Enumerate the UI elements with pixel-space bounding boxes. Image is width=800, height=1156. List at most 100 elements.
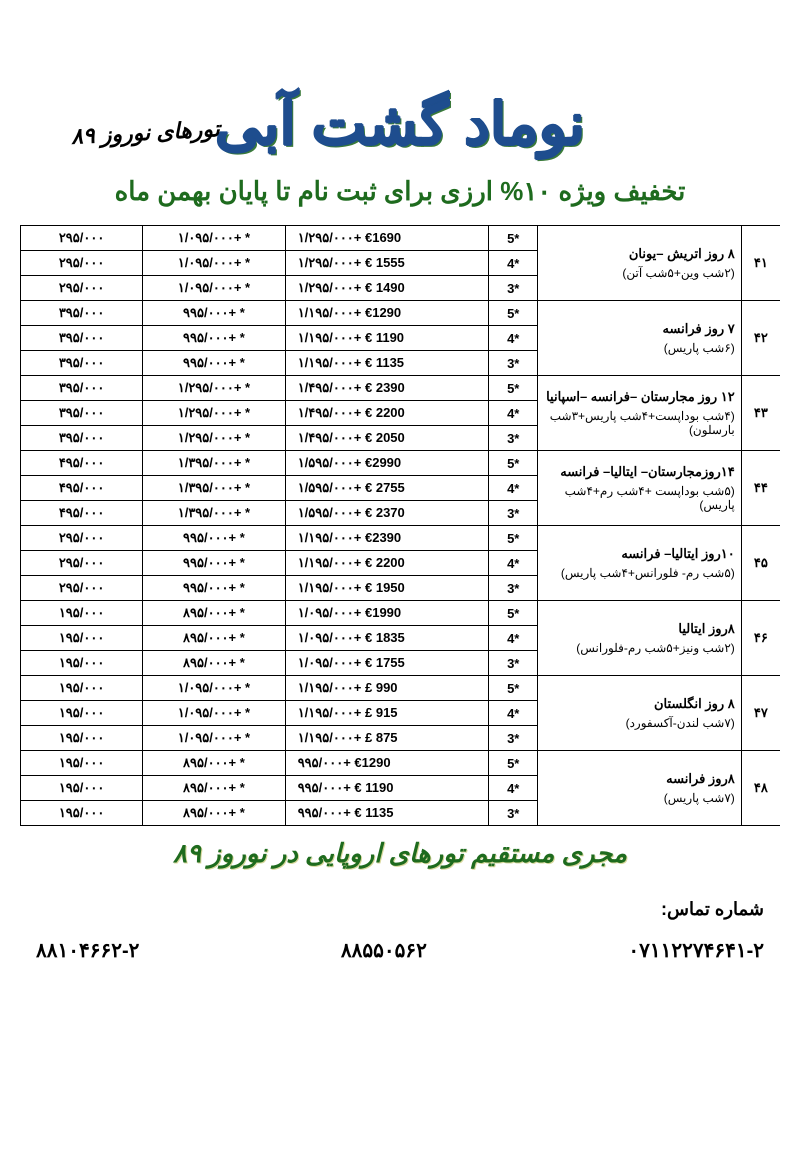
cell-rial: ۹۹۵/۰۰۰+ * <box>143 326 286 351</box>
cell-extra: ۳۹۵/۰۰۰ <box>21 351 143 376</box>
cell-rial: ۱/۰۹۵/۰۰۰+ * <box>143 226 286 251</box>
cell-star: 3* <box>489 351 538 376</box>
cell-extra: ۱۹۵/۰۰۰ <box>21 776 143 801</box>
cell-rial: ۹۹۵/۰۰۰+ * <box>143 551 286 576</box>
cell-star: 4* <box>489 701 538 726</box>
cell-index: ۴۵ <box>741 526 780 601</box>
table-row: ۱۹۵/۰۰۰۱/۰۹۵/۰۰۰+ *۱/۱۹۵/۰۰۰+ £ 9905*۸ ر… <box>21 676 781 701</box>
contact-label: شماره تماس: <box>0 899 764 920</box>
cell-tour-title: ۱۴روزمجارستان– ایتالیا– فرانسه (۵شب بوداپ… <box>538 451 742 526</box>
cell-index: ۴۷ <box>741 676 780 751</box>
tour-title: ۱۴روزمجارستان– ایتالیا– فرانسه <box>544 464 735 480</box>
cell-extra: ۳۹۵/۰۰۰ <box>21 401 143 426</box>
cell-star: 3* <box>489 576 538 601</box>
cell-star: 3* <box>489 726 538 751</box>
cell-rial: ۱/۰۹۵/۰۰۰+ * <box>143 701 286 726</box>
cell-star: 3* <box>489 801 538 826</box>
cell-rial: ۸۹۵/۰۰۰+ * <box>143 601 286 626</box>
cell-star: 5* <box>489 601 538 626</box>
tour-title: ۸روز ایتالیا <box>544 621 735 637</box>
cell-tour-title: ۸ روز انگلستان(۷شب لندن-آکسفورد) <box>538 676 742 751</box>
cell-rial: ۸۹۵/۰۰۰+ * <box>143 651 286 676</box>
cell-index: ۴۴ <box>741 451 780 526</box>
cell-star: 4* <box>489 326 538 351</box>
cell-index: ۴۱ <box>741 226 780 301</box>
table-row: ۲۹۵/۰۰۰۱/۰۹۵/۰۰۰+ *۱/۲۹۵/۰۰۰+ €16905*۸ ر… <box>21 226 781 251</box>
cell-extra: ۳۹۵/۰۰۰ <box>21 301 143 326</box>
cell-extra: ۲۹۵/۰۰۰ <box>21 576 143 601</box>
cell-euro: ۱/۴۹۵/۰۰۰+ € 2200 <box>285 401 489 426</box>
cell-euro: ۱/۱۹۵/۰۰۰+ € 1950 <box>285 576 489 601</box>
cell-extra: ۲۹۵/۰۰۰ <box>21 276 143 301</box>
tour-subtitle: (۵شب رم- فلورانس+۴شب پاریس) <box>544 566 735 580</box>
cell-star: 4* <box>489 626 538 651</box>
cell-euro: ۱/۱۹۵/۰۰۰+ £ 990 <box>285 676 489 701</box>
cell-star: 3* <box>489 651 538 676</box>
price-table: ۲۹۵/۰۰۰۱/۰۹۵/۰۰۰+ *۱/۲۹۵/۰۰۰+ €16905*۸ ر… <box>20 225 780 826</box>
cell-star: 4* <box>489 551 538 576</box>
cell-euro: ۱/۴۹۵/۰۰۰+ € 2050 <box>285 426 489 451</box>
cell-euro: ۱/۱۹۵/۰۰۰+ € 1190 <box>285 326 489 351</box>
cell-index: ۴۸ <box>741 751 780 826</box>
cell-tour-title: ۸روز فرانسه(۷شب پاریس) <box>538 751 742 826</box>
tour-subtitle: (۶شب پاریس) <box>544 341 735 355</box>
cell-star: 5* <box>489 751 538 776</box>
cell-star: 4* <box>489 251 538 276</box>
tour-subtitle: (۲شب ونیز+۵شب رم-فلورانس) <box>544 641 735 655</box>
table-row: ۱۹۵/۰۰۰۸۹۵/۰۰۰+ *۱/۰۹۵/۰۰۰+ €19905*۸روز … <box>21 601 781 626</box>
tour-subtitle: (۵شب بوداپست +۴شب رم+۴شب پاریس) <box>544 484 735 512</box>
cell-star: 5* <box>489 526 538 551</box>
cell-euro: ۱/۱۹۵/۰۰۰+ € 1135 <box>285 351 489 376</box>
cell-tour-title: ۸روز ایتالیا (۲شب ونیز+۵شب رم-فلورانس) <box>538 601 742 676</box>
cell-rial: ۹۹۵/۰۰۰+ * <box>143 301 286 326</box>
table-row: ۱۹۵/۰۰۰۸۹۵/۰۰۰+ *۹۹۵/۰۰۰+ €12905*۸روز فر… <box>21 751 781 776</box>
cell-euro: ۱/۲۹۵/۰۰۰+ € 1555 <box>285 251 489 276</box>
cell-rial: ۱/۳۹۵/۰۰۰+ * <box>143 501 286 526</box>
cell-star: 4* <box>489 476 538 501</box>
cell-euro: ۱/۱۹۵/۰۰۰+ £ 915 <box>285 701 489 726</box>
cell-star: 5* <box>489 226 538 251</box>
cell-euro: ۹۹۵/۰۰۰+ € 1190 <box>285 776 489 801</box>
tour-title: ۷ روز فرانسه <box>544 321 735 337</box>
cell-rial: ۱/۳۹۵/۰۰۰+ * <box>143 476 286 501</box>
cell-tour-title: ۱۲ روز مجارستان –فرانسه –اسپانیا(۴شب بود… <box>538 376 742 451</box>
cell-index: ۴۶ <box>741 601 780 676</box>
cell-euro: ۱/۵۹۵/۰۰۰+ € 2370 <box>285 501 489 526</box>
cell-rial: ۱/۲۹۵/۰۰۰+ * <box>143 401 286 426</box>
cell-star: 3* <box>489 276 538 301</box>
cell-tour-title: ۷ روز فرانسه (۶شب پاریس) <box>538 301 742 376</box>
cell-rial: ۱/۰۹۵/۰۰۰+ * <box>143 676 286 701</box>
cell-tour-title: ۸ روز اتریش –یونان(۲شب وین+۵شب آتن) <box>538 226 742 301</box>
cell-star: 5* <box>489 376 538 401</box>
cell-rial: ۱/۰۹۵/۰۰۰+ * <box>143 276 286 301</box>
cell-euro: ۱/۱۹۵/۰۰۰+ €2390 <box>285 526 489 551</box>
cell-extra: ۳۹۵/۰۰۰ <box>21 426 143 451</box>
table-row: ۲۹۵/۰۰۰۹۹۵/۰۰۰+ *۱/۱۹۵/۰۰۰+ €23905*۱۰روز… <box>21 526 781 551</box>
cell-rial: ۱/۳۹۵/۰۰۰+ * <box>143 451 286 476</box>
cell-rial: ۱/۲۹۵/۰۰۰+ * <box>143 426 286 451</box>
table-row: ۳۹۵/۰۰۰۱/۲۹۵/۰۰۰+ *۱/۴۹۵/۰۰۰+ € 23905*۱۲… <box>21 376 781 401</box>
cell-euro: ۱/۰۹۵/۰۰۰+ €1990 <box>285 601 489 626</box>
cell-euro: ۱/۲۹۵/۰۰۰+ €1690 <box>285 226 489 251</box>
phone-row: ۸۸۱۰۴۶۶۲-۲ ۸۸۵۵۰۵۶۲ ۰۷۱۱۲۲۷۴۶۴۱-۲ <box>0 920 800 963</box>
table-row: ۴۹۵/۰۰۰۱/۳۹۵/۰۰۰+ *۱/۵۹۵/۰۰۰+ €29905*۱۴ر… <box>21 451 781 476</box>
cell-rial: ۸۹۵/۰۰۰+ * <box>143 751 286 776</box>
cell-extra: ۱۹۵/۰۰۰ <box>21 676 143 701</box>
cell-star: 3* <box>489 501 538 526</box>
cell-star: 4* <box>489 401 538 426</box>
phone-3: ۰۷۱۱۲۲۷۴۶۴۱-۲ <box>628 938 764 963</box>
cell-star: 5* <box>489 301 538 326</box>
cell-rial: ۹۹۵/۰۰۰+ * <box>143 526 286 551</box>
cell-extra: ۴۹۵/۰۰۰ <box>21 476 143 501</box>
cell-extra: ۲۹۵/۰۰۰ <box>21 551 143 576</box>
tour-subtitle: (۲شب وین+۵شب آتن) <box>544 266 735 280</box>
footer-tagline: مجری مستقیم تورهای اروپایی در نوروز ۸۹ <box>0 838 800 869</box>
cell-star: 4* <box>489 776 538 801</box>
tour-title: ۱۰روز ایتالیا– فرانسه <box>544 546 735 562</box>
cell-euro: ۱/۵۹۵/۰۰۰+ €2990 <box>285 451 489 476</box>
cell-euro: ۱/۴۹۵/۰۰۰+ € 2390 <box>285 376 489 401</box>
phone-1: ۸۸۱۰۴۶۶۲-۲ <box>36 938 139 963</box>
cell-extra: ۱۹۵/۰۰۰ <box>21 601 143 626</box>
cell-euro: ۹۹۵/۰۰۰+ € 1135 <box>285 801 489 826</box>
cell-euro: ۱/۱۹۵/۰۰۰+ £ 875 <box>285 726 489 751</box>
